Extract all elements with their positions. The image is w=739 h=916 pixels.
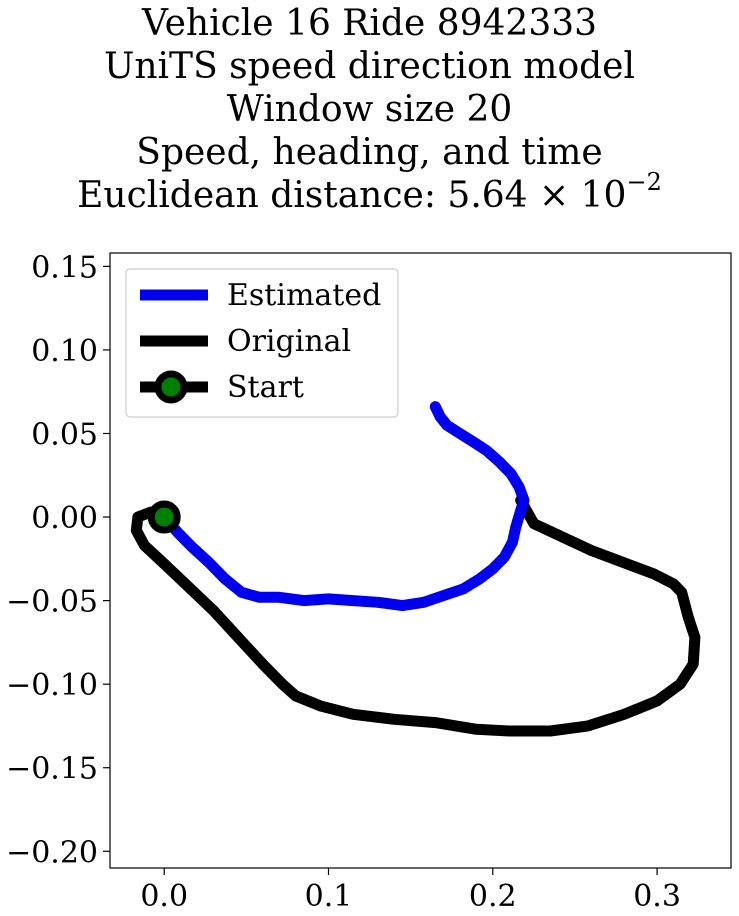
title-line-4: Speed, heading, and time [136, 132, 603, 173]
title-line-3: Window size 20 [226, 89, 513, 130]
title-line-2: UniTS speed direction model [104, 46, 635, 87]
legend-start-marker [154, 370, 188, 404]
x-tick-label: 0.0 [140, 879, 188, 914]
start-marker [147, 500, 181, 534]
y-tick-label: 0.15 [31, 250, 98, 285]
x-tick-label: 0.2 [469, 879, 517, 914]
metric-exponent: −2 [626, 168, 662, 196]
title-line-metric: Euclidean distance: 5.64 × 10−2 [0, 170, 739, 217]
metric-mantissa: 5.64 [447, 175, 528, 216]
metric-base: 10 [580, 175, 627, 216]
legend-label-original: Original [227, 324, 351, 359]
x-tick-label: 0.1 [305, 879, 353, 914]
y-tick-label: 0.10 [31, 334, 98, 369]
y-tick-label: −0.15 [6, 752, 98, 787]
y-tick-label: −0.10 [6, 668, 98, 703]
legend-label-start: Start [227, 370, 304, 405]
legend-box [125, 268, 399, 418]
metric-label: Euclidean distance: [77, 175, 448, 216]
x-tick-label: 0.3 [633, 879, 681, 914]
y-tick-label: 0.00 [31, 501, 98, 536]
metric-times: × [539, 175, 570, 216]
plot-series [130, 401, 701, 737]
series-line-original [130, 494, 701, 737]
legend-label-estimated: Estimated [227, 278, 381, 313]
y-tick-label: 0.05 [31, 417, 98, 452]
legend: Estimated Original Start [125, 268, 399, 418]
y-tick-label: −0.05 [6, 585, 98, 620]
chart-title: Vehicle 16 Ride 8942333 UniTS speed dire… [0, 2, 739, 217]
title-line-1: Vehicle 16 Ride 8942333 [141, 3, 598, 44]
axis-ticks: 0.0 0.1 0.2 0.3 0.15 0.10 0.05 0.00 −0.05 −0.10 −0… [6, 250, 681, 914]
y-tick-label: −0.20 [6, 835, 98, 870]
plot-frame [109, 252, 732, 869]
series-line-estimated [158, 401, 530, 612]
